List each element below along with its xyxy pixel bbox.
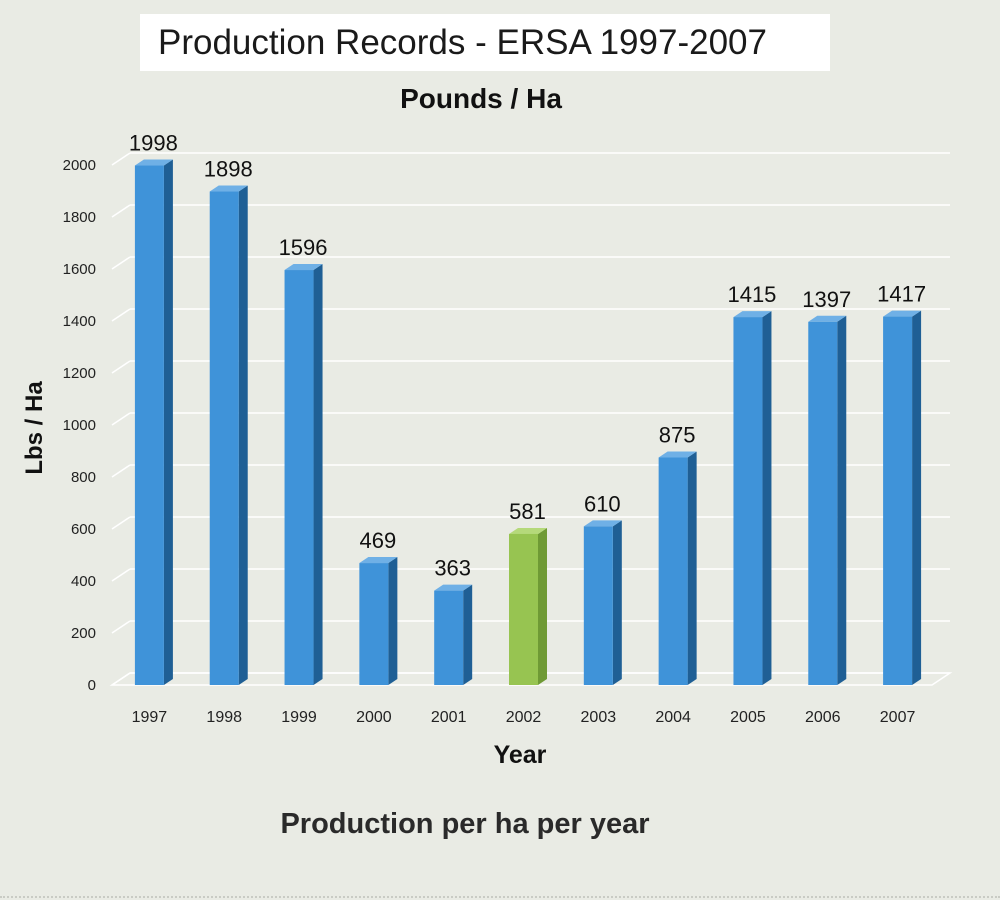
bar-2004: 875 2004 [655, 423, 697, 726]
y-tick-label: 400 [71, 573, 96, 590]
data-label-2006: 1397 [802, 287, 851, 312]
y-tick-label: 1400 [63, 313, 96, 330]
bar [583, 526, 613, 685]
y-axis-label: Lbs / Ha [21, 381, 48, 475]
gridline-depth [111, 256, 131, 270]
bar-side [463, 584, 473, 685]
bar-top [883, 310, 922, 317]
bar-top [134, 159, 173, 166]
data-label-2007: 1417 [877, 282, 926, 307]
y-tick-label: 1000 [63, 417, 96, 434]
bar-top [808, 315, 847, 322]
data-label-2000: 469 [360, 528, 397, 553]
bar [359, 563, 389, 685]
bar [284, 270, 314, 685]
x-tick-label-2007: 2007 [880, 709, 916, 726]
bar-2007: 1417 2007 [877, 282, 926, 726]
bar [509, 533, 538, 685]
bar [733, 317, 763, 685]
gridline-depth [111, 568, 131, 582]
bar-2006: 1397 2006 [802, 287, 851, 726]
bar [808, 321, 838, 685]
figure-caption: Production per ha per year [280, 808, 650, 840]
y-tick-label: 600 [71, 521, 96, 538]
bar-top [209, 185, 248, 192]
gridline-depth [111, 620, 131, 634]
y-tick-label: 800 [71, 469, 96, 486]
bar-2002: 581 2002 [506, 499, 547, 726]
bar-top [509, 527, 547, 534]
bottom-divider [0, 896, 1000, 898]
data-label-2004: 875 [659, 423, 696, 448]
y-tick-label: 0 [88, 677, 96, 694]
x-tick-label-2000: 2000 [356, 709, 392, 726]
bar-side [313, 264, 323, 685]
y-tick-label: 200 [71, 625, 96, 642]
x-tick-label-2006: 2006 [805, 709, 841, 726]
data-label-2005: 1415 [727, 282, 776, 307]
gridline-depth [111, 152, 131, 166]
x-tick-label-2005: 2005 [730, 709, 766, 726]
bar-side [538, 527, 547, 685]
bar-side [762, 311, 772, 685]
bar-1998: 1898 1998 [204, 157, 253, 726]
bar [134, 165, 164, 685]
y-tick-label: 1800 [63, 209, 96, 226]
bar-top [733, 311, 772, 318]
gridline-depth [111, 204, 131, 218]
x-tick-label-2003: 2003 [581, 709, 617, 726]
x-tick-label-2004: 2004 [655, 709, 691, 726]
bar [434, 590, 464, 685]
x-tick-label-1997: 1997 [132, 709, 168, 726]
bar [883, 316, 913, 685]
y-tick-label: 2000 [63, 157, 96, 174]
gridline-depth [111, 360, 131, 374]
bar-side [388, 557, 398, 685]
bar-2000: 469 2000 [356, 528, 398, 726]
bar-top [434, 584, 473, 591]
bar-2001: 363 2001 [431, 556, 473, 726]
bars: 1998 1997 1898 1998 1596 1999 469 2000 363 2001 58… [129, 131, 926, 726]
x-tick-label-2002: 2002 [506, 709, 542, 726]
bar [209, 191, 239, 685]
x-axis-label: Year [494, 741, 547, 769]
bar-1997: 1998 1997 [129, 131, 178, 726]
bar-side [837, 315, 847, 685]
gridline-depth [111, 308, 131, 322]
bar-top [658, 451, 697, 458]
bar-side [612, 520, 622, 685]
chart-header-title: Production Records - ERSA 1997-2007 [140, 14, 830, 71]
y-tick-label: 1600 [63, 261, 96, 278]
gridline-depth [111, 516, 131, 530]
y-tick-labels: 0 200 400 600 800 1000 1200 1400 1600 1800 2000 [63, 157, 96, 694]
bar-top [284, 264, 323, 271]
bar-side [912, 310, 922, 685]
gridline-depth [111, 412, 131, 426]
data-label-1999: 1596 [279, 235, 328, 260]
bar-top [359, 557, 398, 564]
x-tick-label-1999: 1999 [281, 709, 317, 726]
y-tick-label: 1200 [63, 365, 96, 382]
bar-1999: 1596 1999 [279, 235, 328, 726]
data-label-2003: 610 [584, 491, 621, 516]
data-label-1997: 1998 [129, 131, 178, 156]
x-tick-label-1998: 1998 [206, 709, 242, 726]
bar-side [163, 159, 173, 685]
bar-side [238, 185, 248, 685]
chart-title: Pounds / Ha [400, 83, 562, 114]
bar-2003: 610 2003 [581, 491, 622, 726]
gridline-depth [111, 464, 131, 478]
bar-2005: 1415 2005 [727, 282, 776, 726]
bar-top [583, 520, 622, 527]
data-label-1998: 1898 [204, 157, 253, 182]
data-label-2002: 581 [509, 499, 546, 524]
bar [658, 457, 688, 685]
data-label-2001: 363 [434, 556, 471, 581]
bar-side [687, 451, 697, 685]
x-tick-label-2001: 2001 [431, 709, 467, 726]
